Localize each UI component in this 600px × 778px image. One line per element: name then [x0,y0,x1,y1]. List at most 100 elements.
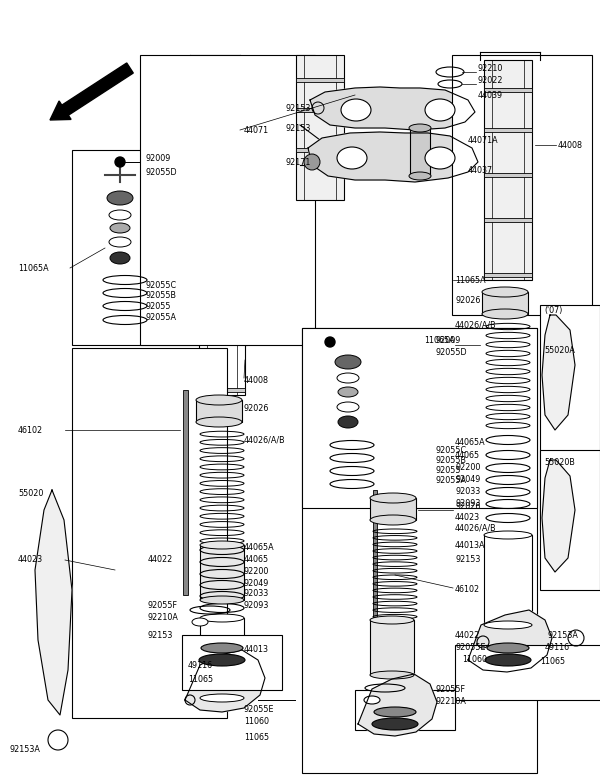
Text: 44022: 44022 [455,630,480,640]
Text: 11060: 11060 [244,717,269,727]
Bar [371,335,419,490]
Text: 44023: 44023 [18,555,43,565]
Text: 92055D: 92055D [435,348,467,356]
Text: 92153: 92153 [286,103,311,113]
Text: 92055: 92055 [435,465,461,475]
Text: ('07): ('07) [544,306,562,314]
Bar [199,273,245,277]
Text: 11065A: 11065A [18,264,49,272]
Text: 92200: 92200 [455,462,481,471]
Text: 92153A: 92153A [10,745,41,755]
Ellipse shape [482,287,528,297]
Ellipse shape [338,416,358,428]
Text: 92093: 92093 [455,499,481,507]
Text: 44008: 44008 [558,141,583,149]
Text: 11065A: 11065A [455,275,485,285]
Ellipse shape [487,643,529,653]
Text: 44008: 44008 [244,376,269,384]
Polygon shape [35,490,72,715]
Text: 92055D: 92055D [145,167,176,177]
Text: 92210A: 92210A [148,612,179,622]
Bar [200,618,244,698]
Ellipse shape [370,616,414,624]
Text: 55020: 55020 [18,489,43,497]
Text: 11065: 11065 [540,657,565,667]
Ellipse shape [337,402,359,412]
Bar [410,128,430,176]
Text: 49116: 49116 [545,643,570,653]
Bar [484,128,532,132]
Ellipse shape [370,493,416,503]
Text: 44023: 44023 [455,513,480,523]
Ellipse shape [201,643,243,653]
Ellipse shape [364,696,380,704]
Ellipse shape [370,515,416,525]
Ellipse shape [196,417,242,427]
Ellipse shape [482,309,528,319]
Bar [370,620,414,675]
Ellipse shape [425,99,455,121]
Bar [371,408,419,412]
FancyArrow shape [50,63,133,120]
Bar [296,148,344,152]
Text: 44039: 44039 [478,90,503,100]
Bar [355,690,455,730]
Polygon shape [185,650,265,712]
Text: 46102: 46102 [18,426,43,434]
Bar [199,388,245,392]
Bar [484,273,532,277]
Text: 44013A: 44013A [455,541,485,549]
Text: 92033: 92033 [244,590,269,598]
Ellipse shape [199,654,245,666]
Bar [540,450,600,590]
Polygon shape [542,460,575,572]
Text: 92093: 92093 [244,601,269,611]
Ellipse shape [107,191,133,205]
Text: 44065A: 44065A [455,437,485,447]
Circle shape [325,337,335,347]
Bar [296,78,344,82]
Text: 92026: 92026 [244,404,269,412]
Text: 92055A: 92055A [145,313,176,321]
Text: 92200: 92200 [244,567,269,576]
Bar [200,545,244,600]
Ellipse shape [370,671,414,679]
Text: 92210: 92210 [478,64,503,72]
Text: 92153: 92153 [455,555,481,565]
Ellipse shape [484,621,532,629]
Bar [296,55,344,200]
Text: 92153A: 92153A [548,630,579,640]
Ellipse shape [337,373,359,383]
Ellipse shape [372,718,418,730]
Text: 44071: 44071 [244,125,269,135]
Bar [72,150,247,345]
Text: 44026/A/B: 44026/A/B [455,524,497,532]
Ellipse shape [196,395,242,405]
Polygon shape [542,315,575,430]
Bar [484,60,532,280]
Polygon shape [358,674,437,736]
Ellipse shape [335,355,361,369]
Text: 44022: 44022 [148,555,173,565]
Text: 44065: 44065 [244,555,269,565]
Bar [140,55,315,345]
Ellipse shape [409,172,431,180]
Bar [199,248,245,252]
Text: 92026: 92026 [455,296,481,304]
Text: 55020B: 55020B [544,457,575,467]
Text: 92009: 92009 [435,335,460,345]
Text: 44065A: 44065A [244,544,275,552]
Ellipse shape [200,596,244,604]
Bar [296,108,344,112]
Ellipse shape [200,694,244,702]
Text: 92055B: 92055B [145,290,176,300]
Text: 92055F: 92055F [148,601,178,609]
Ellipse shape [338,387,358,397]
Bar [371,448,419,452]
Text: 49116: 49116 [188,661,213,670]
Bar [484,88,532,92]
Ellipse shape [200,614,244,622]
Text: 92049: 92049 [455,475,481,483]
Text: 92153: 92153 [286,124,311,132]
Bar [182,390,187,595]
